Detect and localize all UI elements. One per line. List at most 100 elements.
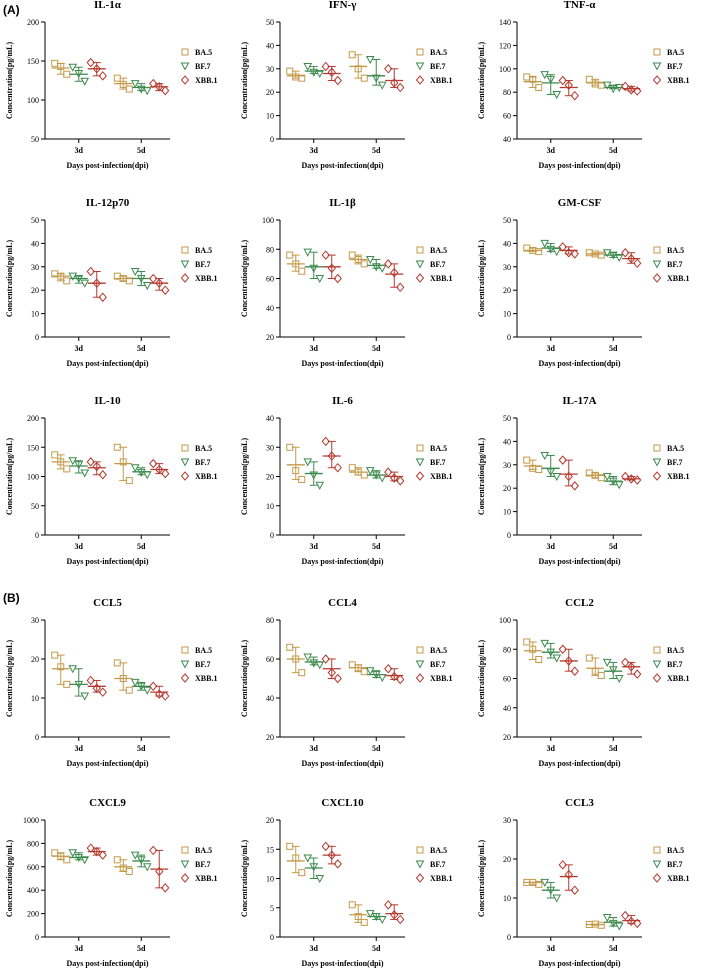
data-point [286,251,294,259]
legend-marker [415,273,425,283]
data-point [86,457,95,467]
data-point [68,272,78,281]
legend-marker [180,458,190,467]
x-tick-label: 5d [137,344,146,353]
y-tick-label: 200 [27,910,39,919]
data-point [540,639,550,648]
data-point [125,867,133,875]
y-tick-label: 40 [266,414,274,423]
data-point [125,686,133,694]
y-axis-label: Concentration(pg/mL) [477,240,486,318]
data-point [546,648,556,657]
data-point [98,687,107,697]
data-point [98,292,107,302]
legend-marker [180,260,190,269]
data-point [286,643,294,651]
y-tick-label: 0 [270,531,274,540]
data-point [142,282,152,291]
x-axis-label: Days post-infection(dpi) [66,359,148,368]
data-point [98,469,107,480]
legend-label: XBB.1 [667,874,689,883]
chart-panel-ifn: IFN-γ 0 10 20 30 40 50 Concentration(pg/mL) 3d 5d… [240,0,452,170]
x-tick-label: 5d [609,542,618,551]
data-point [63,856,71,864]
legend-label: BF.7 [667,660,683,669]
y-tick-label: 50 [503,414,511,423]
legend-label: BF.7 [430,860,446,869]
data-point [57,272,65,280]
chart-title: CCL2 [565,597,594,609]
data-point [558,75,567,86]
data-point [142,686,152,695]
data-point [149,273,158,284]
y-axis-label: Concentration(pg/mL) [240,640,249,718]
data-point [113,856,121,864]
y-tick-label: 0 [270,135,274,144]
data-point [149,845,158,856]
data-point [161,285,170,295]
data-point [535,84,543,92]
data-point [142,471,152,480]
y-tick-label: 600 [27,863,39,872]
y-tick-label: 40 [503,704,511,713]
legend-label: BA.5 [195,444,212,453]
legend-marker [180,860,190,869]
chart-title: IL-1α [94,0,122,11]
data-point [591,250,599,258]
y-axis-label: Concentration(pg/mL) [5,42,14,120]
data-point [608,919,618,928]
data-point [321,654,330,664]
y-tick-label: 60 [266,275,274,284]
data-point [113,659,121,667]
data-point [333,462,342,473]
y-tick-label: 400 [27,886,39,895]
x-tick-label: 5d [137,744,146,753]
legend-label: XBB.1 [195,76,217,85]
data-point [371,913,381,922]
x-tick-label: 3d [75,344,84,353]
data-point [292,73,300,81]
data-point [627,662,636,672]
data-point [621,248,630,258]
y-tick-label: 0 [507,933,511,942]
x-axis-label: Days post-infection(dpi) [301,759,383,768]
x-axis-label: Days post-infection(dpi) [301,959,383,968]
y-tick-label: 30 [503,263,511,272]
data-point [92,64,101,74]
data-point [602,473,612,482]
data-point [633,918,642,929]
x-tick-label: 3d [310,344,319,353]
data-point [608,477,618,486]
x-tick-label: 3d [310,542,319,551]
data-point [130,851,140,860]
legend-label: BF.7 [195,62,211,71]
data-point [602,914,612,923]
data-point [63,465,71,473]
legend-label: BF.7 [430,458,446,467]
data-point [354,255,362,263]
data-point [136,856,146,865]
y-tick-label: 20 [503,484,511,493]
data-point [86,57,95,68]
data-point [309,659,319,668]
legend-label: BA.5 [430,646,447,655]
chart-panel-tnf: TNF-α 40 60 80 100 120 140 Concentration(pg/mL)… [477,0,689,170]
data-point [633,258,642,269]
legend-label: BA.5 [667,48,684,57]
data-point [51,651,59,659]
y-tick-label: 20 [503,733,511,742]
chart-title: CXCL9 [89,797,126,809]
y-tick-label: 1000 [23,816,39,825]
data-point [80,469,90,478]
data-point [149,681,158,692]
x-axis-label: Days post-infection(dpi) [538,557,620,566]
legend-label: XBB.1 [667,76,689,85]
data-point [597,672,605,680]
section-label-b: (B) [3,591,20,605]
data-point [360,260,368,268]
y-tick-label: 10 [266,502,274,511]
y-tick-label: 40 [503,239,511,248]
chart-title: GM-CSF [558,197,602,209]
x-tick-label: 5d [609,944,618,953]
data-point [396,476,405,486]
